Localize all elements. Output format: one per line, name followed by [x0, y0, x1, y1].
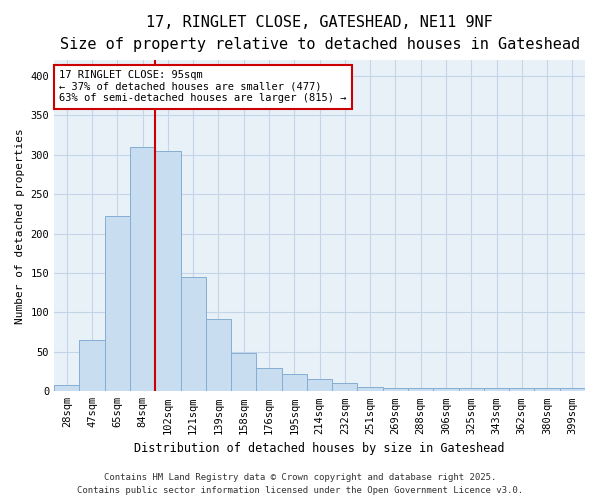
- Bar: [509, 388, 535, 392]
- Bar: [79, 340, 105, 392]
- Bar: [560, 388, 585, 392]
- Bar: [206, 319, 231, 392]
- Bar: [155, 151, 181, 392]
- Text: 17 RINGLET CLOSE: 95sqm
← 37% of detached houses are smaller (477)
63% of semi-d: 17 RINGLET CLOSE: 95sqm ← 37% of detache…: [59, 70, 347, 103]
- Bar: [307, 380, 332, 392]
- Bar: [433, 388, 458, 392]
- X-axis label: Distribution of detached houses by size in Gateshead: Distribution of detached houses by size …: [134, 442, 505, 455]
- Title: 17, RINGLET CLOSE, GATESHEAD, NE11 9NF
Size of property relative to detached hou: 17, RINGLET CLOSE, GATESHEAD, NE11 9NF S…: [59, 15, 580, 52]
- Bar: [535, 388, 560, 392]
- Bar: [358, 388, 383, 392]
- Text: Contains HM Land Registry data © Crown copyright and database right 2025.
Contai: Contains HM Land Registry data © Crown c…: [77, 474, 523, 495]
- Bar: [130, 147, 155, 392]
- Bar: [54, 385, 79, 392]
- Bar: [256, 368, 281, 392]
- Bar: [383, 388, 408, 392]
- Bar: [408, 388, 433, 392]
- Bar: [105, 216, 130, 392]
- Bar: [181, 277, 206, 392]
- Bar: [281, 374, 307, 392]
- Bar: [458, 388, 484, 392]
- Y-axis label: Number of detached properties: Number of detached properties: [15, 128, 25, 324]
- Bar: [484, 388, 509, 392]
- Bar: [231, 354, 256, 392]
- Bar: [332, 382, 358, 392]
